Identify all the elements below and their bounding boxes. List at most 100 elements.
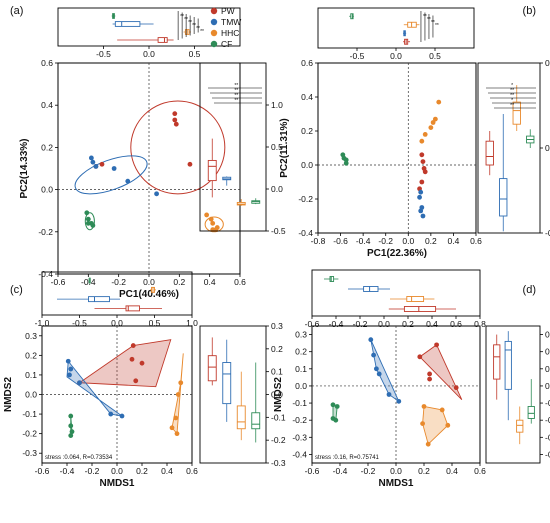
point-hhc	[422, 132, 428, 137]
y-tick-label: 0.6	[301, 58, 313, 68]
panel-2-top-boxplot: -1.0 -0.5 0.0 0.5 1.0	[35, 271, 198, 328]
point-cf	[84, 210, 90, 216]
x-tick-label: 0.6	[186, 466, 198, 476]
panel-2-main-plot: -0.6 -0.4 -0.2 0.0 0.2 0.4 0.6 -0.3 -0.2 -0.1 0.0 0…	[3, 325, 198, 489]
x-tick-label: -0.2	[353, 319, 368, 329]
point-hhc	[439, 407, 445, 413]
point-tmw	[68, 366, 74, 372]
box-pw	[403, 306, 437, 312]
x-tick-label: -1.0	[35, 318, 50, 328]
panel-2-side-boxplot: 0.3 0.2 0.1 0.0 -0.1 -0.2 -0.3	[199, 321, 286, 468]
point-tmw	[93, 163, 99, 169]
point-tmw	[119, 413, 125, 419]
y-tick-label: 0.0	[295, 381, 307, 391]
point-hhc	[428, 125, 434, 130]
y-tick-label: 0.3	[545, 330, 550, 340]
panel-label: (b)	[523, 5, 536, 17]
y-tick-label: -0.2	[292, 415, 307, 425]
point-pw	[172, 117, 178, 123]
point-pw	[434, 342, 439, 348]
point-hhc	[174, 431, 180, 437]
y-tick-label: 0.3	[25, 331, 37, 341]
stress-text: stress :0.064, R=0.73534	[45, 455, 113, 461]
x-tick-label: 0.4	[448, 236, 460, 246]
y-tick-label: 0.0	[545, 143, 550, 153]
y-tick-label: -0.4	[38, 269, 53, 279]
point-pw	[427, 376, 432, 382]
x-tick-label: 0.6	[234, 277, 246, 287]
point-hhc	[210, 220, 216, 226]
x-tick-label: -0.2	[85, 466, 100, 476]
point-pw	[422, 169, 428, 175]
box-pw	[493, 344, 501, 380]
point-pw	[420, 159, 426, 165]
y-tick-label: 0.3	[271, 321, 283, 331]
significance-label: **	[234, 83, 238, 89]
x-tick-label: 0.4	[446, 466, 458, 476]
x-tick-label: 0.4	[204, 277, 216, 287]
point-tmw	[154, 191, 159, 197]
x-tick-label: 0.0	[390, 51, 402, 61]
panel-1-top-boxplot: -0.50.00.5********	[317, 7, 475, 61]
box-hhc	[516, 419, 524, 433]
x-tick-label: 0.5	[429, 51, 441, 61]
significance-label: *	[511, 98, 513, 104]
point-tmw	[77, 380, 82, 386]
point-hhc	[173, 415, 179, 421]
legend-marker-tmw	[210, 18, 218, 26]
point-cf	[85, 220, 91, 226]
box-tmw	[88, 296, 110, 303]
x-tick-label: 0.8	[474, 319, 486, 329]
x-tick-label: 0.5	[149, 318, 161, 328]
x-tick-label: -0.6	[333, 236, 348, 246]
point-pw	[453, 385, 459, 391]
y-tick-label: 0.2	[25, 350, 37, 360]
point-tmw	[417, 194, 422, 200]
panel-3-top-boxplot: -0.6 -0.4 -0.2 0.0 0.2 0.4 0.6 0.8	[305, 269, 486, 329]
x-tick-label: 0.6	[450, 319, 462, 329]
boxplot-frame	[317, 7, 475, 49]
x-tick-label: -0.4	[329, 319, 344, 329]
point-tmw	[125, 178, 131, 184]
y-tick-label: -0.1	[545, 398, 550, 408]
y-tick-label: 0.4	[301, 92, 313, 102]
y-tick-label: 0.0	[271, 184, 283, 194]
boxplot-frame	[311, 269, 481, 317]
point-cf	[90, 223, 96, 228]
point-hhc	[432, 116, 438, 122]
point-cf	[343, 157, 349, 163]
plot-frame	[317, 62, 477, 234]
x-tick-label: 0.2	[136, 466, 148, 476]
point-tmw	[418, 189, 424, 195]
y-tick-label: 0.1	[271, 367, 283, 377]
x-tick-label: 0.0	[143, 277, 155, 287]
box-tmw	[222, 362, 232, 405]
y-tick-label: 0.1	[545, 364, 550, 374]
y-tick-label: 1.0	[271, 100, 283, 110]
y-axis-label: PC2(14.33%)	[19, 138, 30, 198]
point-pw	[99, 161, 105, 167]
x-tick-label: -0.6	[35, 466, 50, 476]
point-pw	[133, 378, 139, 384]
point-hhc	[425, 441, 431, 447]
point-hhc	[208, 216, 214, 222]
point-cf	[68, 413, 74, 419]
box-cf	[329, 276, 335, 282]
x-tick-label: -0.4	[81, 277, 96, 287]
x-tick-label: -0.2	[361, 466, 376, 476]
x-tick-label: -0.4	[333, 466, 348, 476]
point-hhc	[421, 404, 427, 409]
point-cf	[333, 417, 339, 423]
significance-label: **	[435, 23, 439, 29]
point-pw	[130, 343, 136, 348]
x-tick-label: 0.0	[402, 236, 414, 246]
x-tick-label: 0.2	[425, 236, 437, 246]
y-tick-label: 0.0	[301, 160, 313, 170]
x-tick-label: -0.2	[378, 236, 393, 246]
point-cf	[68, 423, 74, 429]
legend-marker-hhc	[210, 29, 218, 37]
point-pw	[129, 356, 135, 362]
y-tick-label: -0.5	[271, 226, 286, 236]
point-cf	[330, 402, 336, 408]
